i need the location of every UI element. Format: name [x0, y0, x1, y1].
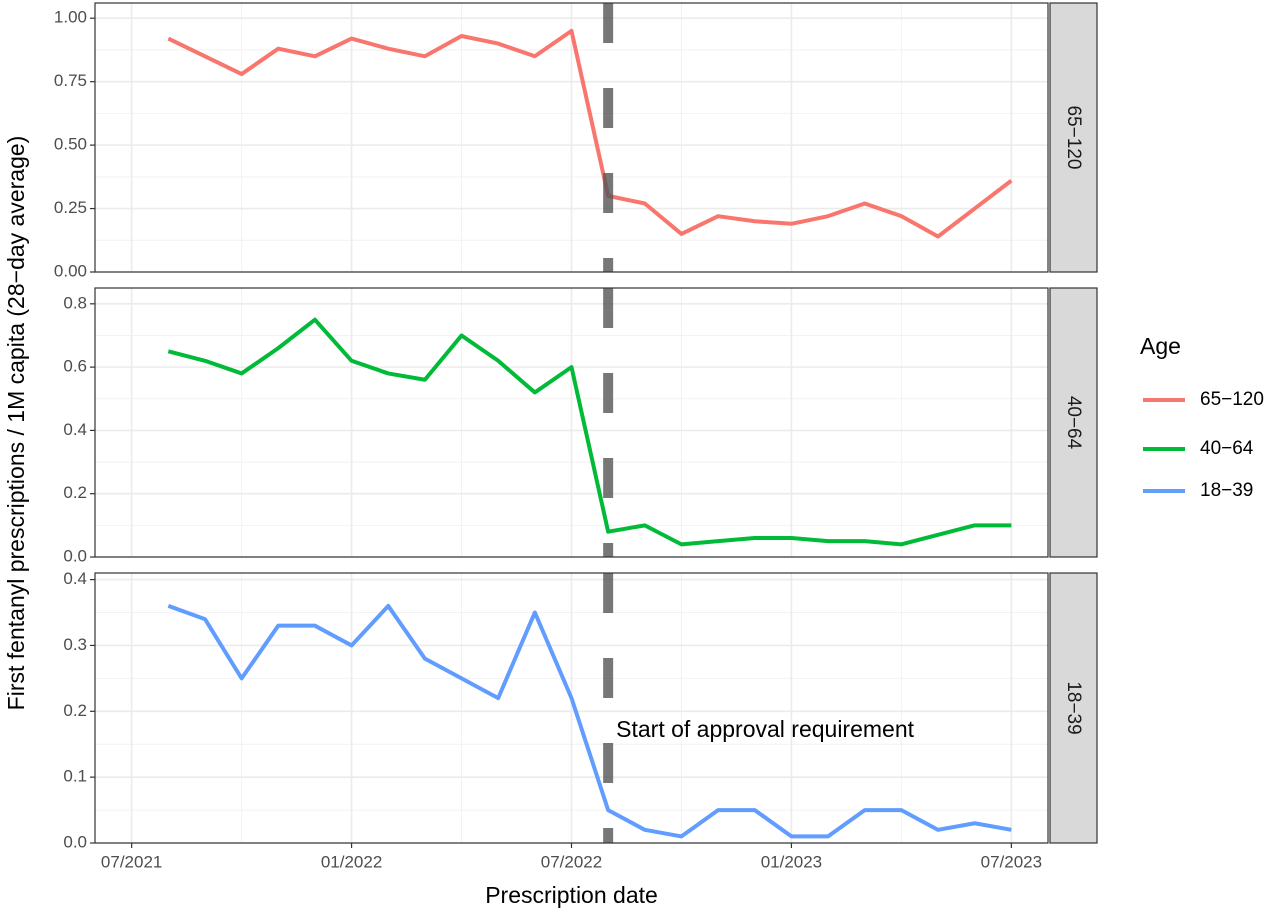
y-tick-label: 0.75: [54, 71, 87, 90]
strip-label: 18−39: [1063, 681, 1084, 734]
y-tick-label: 0.8: [63, 293, 87, 312]
legend-label: 18−39: [1200, 480, 1253, 501]
y-tick-label: 0.0: [63, 546, 87, 565]
data-line: [167, 603, 1012, 839]
y-tick-label: 0.2: [63, 483, 87, 502]
y-tick-label: 0.2: [63, 701, 87, 720]
y-tick-label: 1.00: [54, 8, 87, 27]
y-tick-label: 0.00: [54, 261, 87, 280]
y-tick-label: 0.6: [63, 357, 87, 376]
y-tick-label: 0.50: [54, 135, 87, 154]
y-tick-label: 0.3: [63, 635, 87, 654]
panel-border: [94, 2, 1049, 273]
strip-label: 65−120: [1063, 106, 1084, 170]
strip: [1049, 287, 1098, 558]
panel-border: [94, 572, 1049, 844]
x-axis-title: Prescription date: [485, 882, 658, 908]
annotation: Start of approval requirement: [616, 716, 914, 742]
y-tick-label: 0.4: [63, 569, 87, 588]
panel-border: [94, 287, 1049, 558]
y-tick-label: 0.25: [54, 198, 87, 217]
legend-title: Age: [1140, 333, 1181, 359]
x-tick-label: 07/2022: [541, 852, 602, 871]
data-line: [167, 317, 1012, 547]
data-line: [167, 28, 1013, 239]
y-tick-label: 0.4: [63, 420, 87, 439]
x-tick-label: 07/2023: [981, 852, 1042, 871]
strip: [1049, 572, 1098, 844]
strip-label: 40−64: [1063, 396, 1084, 450]
legend-label: 40−64: [1200, 438, 1254, 459]
strip: [1049, 2, 1098, 273]
y-axis-title: First fentanyl prescriptions / 1M capita…: [3, 136, 29, 711]
y-tick-label: 0.1: [63, 767, 87, 786]
y-tick-label: 0.0: [63, 832, 87, 851]
x-tick-label: 01/2022: [321, 852, 382, 871]
legend-label: 65−120: [1200, 389, 1264, 410]
x-tick-label: 07/2021: [101, 852, 162, 871]
x-tick-label: 01/2023: [761, 852, 822, 871]
